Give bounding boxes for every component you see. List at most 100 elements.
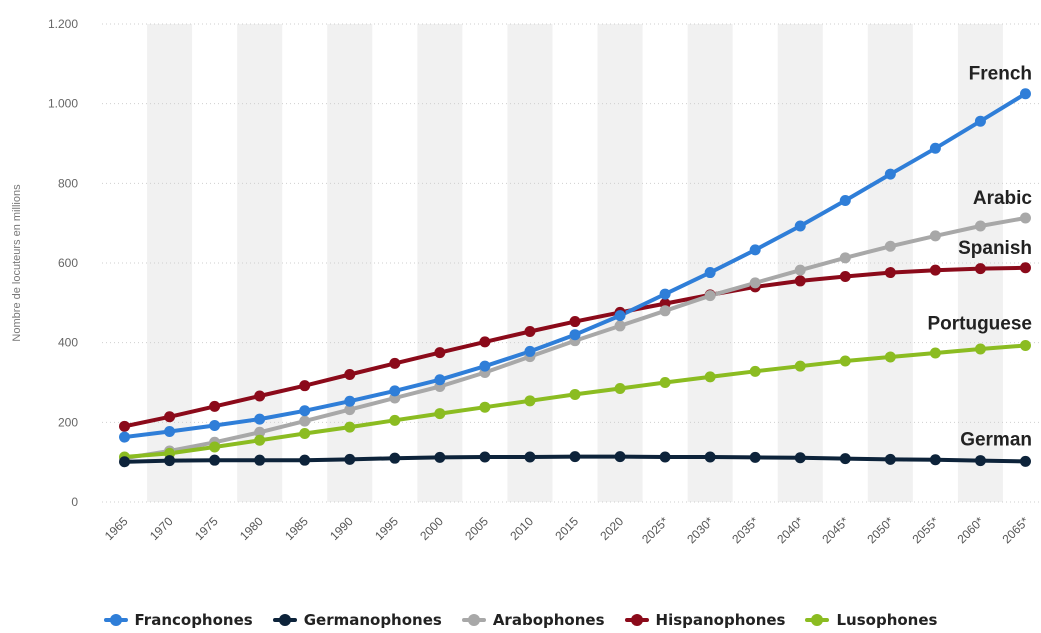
legend-swatch xyxy=(805,614,830,626)
y-axis-label: Nombre de locuteurs en millions xyxy=(11,184,23,342)
legend-label: Hispanophones xyxy=(655,611,786,629)
data-point-hispanophones xyxy=(884,267,896,279)
data-point-hispanophones xyxy=(254,390,266,402)
data-point-hispanophones xyxy=(299,380,311,392)
data-point-arabophones xyxy=(929,230,941,242)
data-point-lusophones xyxy=(884,351,896,363)
legend-swatch xyxy=(461,614,486,626)
data-point-hispanophones xyxy=(929,264,941,276)
x-tick-label: 2035* xyxy=(729,514,761,546)
data-point-francophones xyxy=(749,244,761,256)
x-tick-label: 1980 xyxy=(237,514,266,543)
x-tick-label: 2050* xyxy=(864,514,896,546)
data-point-germanophones xyxy=(749,451,761,463)
data-point-germanophones xyxy=(884,453,896,465)
x-tick-label: 2025* xyxy=(639,514,671,546)
data-point-arabophones xyxy=(659,305,671,317)
data-point-germanophones xyxy=(389,452,401,464)
data-point-lusophones xyxy=(704,371,716,383)
data-point-francophones xyxy=(929,142,941,154)
data-point-hispanophones xyxy=(344,369,356,381)
data-point-arabophones xyxy=(344,404,356,416)
data-point-lusophones xyxy=(974,343,986,355)
line-chart: 0 200 400 600 800 1.000 1.200 Nombre de locute… xyxy=(11,17,1041,546)
legend-swatch xyxy=(624,614,649,626)
data-point-lusophones xyxy=(254,434,266,446)
series-end-label: Spanish xyxy=(958,238,1032,259)
data-point-francophones xyxy=(659,288,671,300)
y-tick-label: 200 xyxy=(58,415,78,429)
legend-swatch xyxy=(272,614,297,626)
data-point-francophones xyxy=(434,374,446,386)
data-point-francophones xyxy=(164,425,176,437)
data-point-lusophones xyxy=(614,382,626,394)
data-point-germanophones xyxy=(524,451,536,463)
data-point-germanophones xyxy=(164,455,176,467)
data-point-francophones xyxy=(704,267,716,279)
data-point-francophones xyxy=(884,168,896,180)
data-point-germanophones xyxy=(479,451,491,463)
data-point-hispanophones xyxy=(974,263,986,275)
data-point-lusophones xyxy=(929,347,941,359)
x-tick-label: 2045* xyxy=(819,514,851,546)
background-band xyxy=(417,24,463,502)
x-tick-label: 2065* xyxy=(1000,514,1032,546)
legend-item[interactable]: Francophones xyxy=(103,611,253,629)
data-point-lusophones xyxy=(839,355,851,367)
data-point-francophones xyxy=(839,194,851,206)
data-point-germanophones xyxy=(209,454,221,466)
data-point-francophones xyxy=(209,420,221,432)
data-point-arabophones xyxy=(704,290,716,302)
x-tick-label: 2020 xyxy=(597,514,626,543)
data-point-arabophones xyxy=(884,240,896,252)
data-point-arabophones xyxy=(839,252,851,264)
data-point-germanophones xyxy=(839,453,851,465)
data-point-germanophones xyxy=(344,453,356,465)
data-point-hispanophones xyxy=(434,347,446,359)
data-point-germanophones xyxy=(794,452,806,464)
legend-label: Germanophones xyxy=(303,611,442,629)
series-end-label: Portuguese xyxy=(927,313,1032,334)
legend-item[interactable]: Lusophones xyxy=(805,611,937,629)
data-point-hispanophones xyxy=(524,326,536,338)
data-point-germanophones xyxy=(299,454,311,466)
data-point-germanophones xyxy=(254,454,266,466)
series-end-label: Arabic xyxy=(973,188,1033,209)
background-band xyxy=(597,24,643,502)
legend-label: Arabophones xyxy=(492,611,605,629)
data-point-francophones xyxy=(614,310,626,322)
data-point-lusophones xyxy=(1019,339,1031,351)
data-point-arabophones xyxy=(614,320,626,332)
data-point-lusophones xyxy=(389,414,401,426)
x-tick-label: 1975 xyxy=(192,514,221,543)
x-tick-label: 1970 xyxy=(147,514,176,543)
x-tick-label: 1985 xyxy=(282,514,311,543)
data-point-lusophones xyxy=(524,395,536,407)
legend-label: Francophones xyxy=(134,611,253,629)
data-point-lusophones xyxy=(434,408,446,420)
y-tick-label: 0 xyxy=(71,495,78,509)
data-point-lusophones xyxy=(209,441,221,453)
x-tick-label: 1995 xyxy=(372,514,401,543)
legend-item[interactable]: Arabophones xyxy=(461,611,605,629)
y-axis-ticks: 0 200 400 600 800 1.000 1.200 xyxy=(48,17,78,509)
data-point-hispanophones xyxy=(209,400,221,412)
data-point-francophones xyxy=(569,329,581,341)
series-points xyxy=(119,88,1031,468)
legend-item[interactable]: Germanophones xyxy=(272,611,442,629)
data-point-germanophones xyxy=(659,451,671,463)
data-point-arabophones xyxy=(254,426,266,438)
data-point-arabophones xyxy=(794,264,806,276)
background-band xyxy=(957,24,1003,502)
x-tick-label: 1965 xyxy=(102,514,131,543)
x-tick-label: 2010 xyxy=(507,514,536,543)
background-band xyxy=(777,24,823,502)
data-point-hispanophones xyxy=(389,357,401,369)
y-tick-label: 600 xyxy=(58,256,78,270)
data-point-arabophones xyxy=(749,277,761,289)
y-tick-label: 1.000 xyxy=(48,97,78,111)
legend-item[interactable]: Hispanophones xyxy=(624,611,786,629)
y-tick-label: 400 xyxy=(58,336,78,350)
data-point-germanophones xyxy=(974,455,986,467)
data-point-arabophones xyxy=(974,220,986,232)
